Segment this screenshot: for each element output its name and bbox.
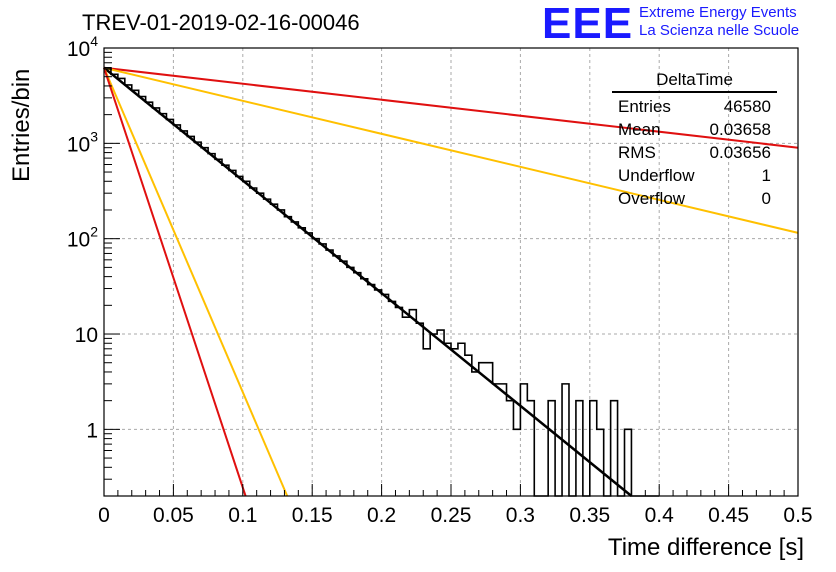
- x-tick-label: 0.05: [153, 504, 194, 527]
- eee-logo: EEE Extreme Energy Events La Scienza nel…: [542, 2, 799, 46]
- stats-row-underflow: Underflow 1: [612, 164, 777, 187]
- x-tick-label: 0.1: [228, 504, 257, 527]
- stats-row-mean: Mean 0.03658: [612, 118, 777, 141]
- x-tick-label: 0.3: [506, 504, 535, 527]
- stats-label: RMS: [618, 143, 656, 162]
- x-tick-label: 0: [98, 504, 110, 527]
- logo-line-1: Extreme Energy Events: [639, 4, 797, 21]
- x-tick-label: 0.45: [708, 504, 749, 527]
- x-tick-label: 0.4: [645, 504, 675, 527]
- fit-line-limit-orange-upper: [103, 66, 799, 234]
- logo-line-2: La Scienza nelle Scuole: [639, 22, 800, 39]
- stats-label: Overflow: [618, 189, 686, 208]
- stats-value: 1: [761, 166, 771, 185]
- stats-row-entries: Entries 46580: [612, 95, 777, 118]
- y-tick-label: 1: [86, 419, 98, 442]
- chart-axes: [103, 47, 799, 497]
- stats-value: 0.03658: [709, 120, 771, 139]
- stats-value: 46580: [723, 97, 771, 116]
- stats-label: Underflow: [618, 166, 695, 185]
- chart-title: TREV-01-2019-02-16-00046: [82, 10, 360, 35]
- stats-title: DeltaTime: [612, 70, 777, 93]
- y-tick-label: 103: [67, 128, 98, 156]
- x-tick-label: 0.5: [783, 504, 812, 527]
- x-tick-label: 0.2: [367, 504, 396, 527]
- x-tick-label: 0.35: [569, 504, 610, 527]
- stats-label: Mean: [618, 120, 661, 139]
- stats-value: 0.03656: [709, 143, 771, 162]
- stats-value: 0: [761, 189, 771, 208]
- y-tick-label: 102: [67, 224, 98, 252]
- x-tick-label: 0.15: [292, 504, 333, 527]
- x-axis-label: Time difference [s]: [607, 534, 804, 561]
- stats-label: Entries: [618, 97, 671, 116]
- grid-lines: [104, 48, 798, 496]
- plot-frame: [103, 47, 799, 497]
- y-tick-label: 104: [67, 33, 98, 61]
- logo-text: Extreme Energy Events La Scienza nelle S…: [639, 2, 799, 40]
- logo-mark: EEE: [542, 0, 634, 48]
- y-axis-label: Entries/bin: [8, 68, 35, 182]
- fit-line-limit-red-upper: [103, 66, 799, 149]
- tick-labels: 0 0.05 0.1 0.15 0.2 0.25 0.3 0.35 0.4 0.45 0.51101…: [67, 33, 813, 527]
- stats-row-rms: RMS 0.03656: [612, 141, 777, 164]
- fit-line-limit-orange-lower: [103, 67, 289, 497]
- fit-line-limit-red-lower: [103, 67, 247, 497]
- y-tick-label: 10: [75, 324, 98, 347]
- stats-box: DeltaTime Entries 46580 Mean 0.03658 RMS…: [612, 70, 777, 210]
- stats-row-overflow: Overflow 0: [612, 187, 777, 210]
- x-tick-label: 0.25: [431, 504, 472, 527]
